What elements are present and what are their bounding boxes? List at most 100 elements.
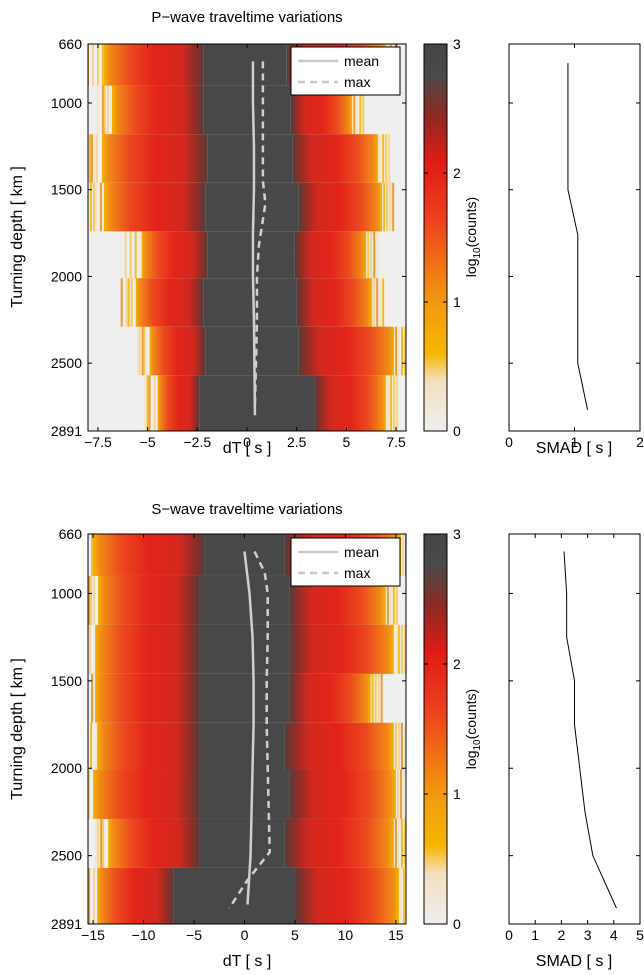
s-wave-bin-color-right [289, 769, 396, 819]
s-wave-depth-bin [83, 867, 406, 924]
p-wave-bin-fringe [382, 278, 385, 327]
s-wave-bin-fringe [90, 575, 93, 625]
p-wave-bin-color-left [103, 182, 206, 232]
p-wave-bin-fringe [141, 326, 144, 376]
p-wave-bin-gray-core [205, 326, 299, 376]
s-wave-bin-fringe [386, 575, 389, 625]
s-wave-x-axis-label: dT [ s ] [223, 953, 272, 970]
p-wave-bin-fringe [95, 134, 98, 183]
p-wave-bin-fringe [101, 44, 104, 86]
p-wave-bin-fringe [124, 231, 127, 279]
p-wave-x-tick-label: 7.5 [386, 434, 406, 450]
p-wave-bin-fringe [379, 134, 382, 183]
p-wave-bin-color-right [292, 134, 379, 183]
s-wave-bin-fringe [411, 534, 413, 576]
s-wave-colorbar-tick-0: 0 [453, 916, 461, 932]
s-wave-x-tick-label: 15 [388, 927, 404, 943]
s-wave-bin-fringe [397, 624, 400, 674]
p-wave-smad-frame [508, 43, 641, 432]
s-wave-colorbar-tick-3: 3 [453, 526, 461, 542]
s-wave-legend: mean max [290, 537, 401, 587]
s-wave-bin-fringe [374, 673, 377, 723]
p-wave-bin-fringe [376, 231, 379, 279]
s-wave-bin-fringe [403, 624, 406, 674]
s-wave-bin-color-left [98, 575, 200, 625]
p-wave-bin-fringe [127, 278, 130, 327]
p-wave-bin-gray-core [207, 231, 295, 279]
s-wave-depth-bin [82, 624, 406, 674]
p-wave-depth-bin [124, 231, 379, 279]
s-wave-x-tick-label: −5 [186, 927, 202, 943]
p-wave-bin-fringe [370, 231, 373, 279]
p-wave-x-tick-label: 5 [342, 434, 350, 450]
s-wave-bin-fringe [93, 867, 96, 924]
p-wave-bin-fringe [379, 278, 382, 327]
s-wave-bin-fringe [400, 624, 403, 674]
p-wave-bin-fringe [153, 375, 156, 431]
s-wave-bin-fringe [83, 868, 85, 924]
p-wave-bin-fringe [91, 44, 94, 86]
p-wave-bin-fringe [90, 134, 93, 183]
s-wave-bin-fringe [404, 534, 406, 576]
p-wave-colorbar-tick-2: 2 [453, 165, 461, 181]
s-wave-bin-color-right [284, 722, 394, 770]
s-wave-bin-fringe [396, 769, 399, 819]
p-wave-bin-fringe [386, 182, 389, 232]
s-wave-bin-fringe [89, 624, 92, 674]
s-wave-lines [228, 550, 271, 909]
s-wave-smad-x-tick-label: 0 [505, 927, 513, 943]
s-wave-bin-fringe [403, 818, 406, 868]
p-wave-lines [251, 61, 267, 416]
p-wave-bin-color-right [298, 326, 395, 376]
p-wave-y-ticks: 660 1000 1500 2000 2500 2891 [51, 36, 406, 439]
s-wave-bin-fringe [100, 818, 103, 868]
p-wave-smad-x-tick-label: 2 [636, 434, 644, 450]
p-wave-bin-fringe [129, 231, 132, 279]
s-wave-bin-gray-core [173, 867, 295, 924]
p-wave-depth-bin [89, 182, 395, 232]
s-wave-y-axis-label: Turning depth [ km ] [9, 658, 26, 800]
s-wave-smad-x-tick-label: 2 [558, 927, 566, 943]
s-wave-bin-fringe [97, 818, 100, 868]
s-wave-colorbar: 0 1 2 3 log10(counts) [423, 526, 483, 932]
s-wave-bin-fringe [377, 673, 380, 723]
s-wave-smad-x-tick-label: 4 [610, 927, 618, 943]
p-wave-bin-fringe [359, 85, 362, 135]
p-wave-depth-bin [96, 85, 365, 135]
s-wave-y-tick-label: 1000 [51, 585, 82, 601]
s-wave-bin-fringe [83, 770, 85, 819]
s-wave-smad-x-tick-label: 3 [584, 927, 592, 943]
p-wave-bin-fringe [130, 278, 133, 327]
s-wave-x-tick-label: 10 [338, 927, 354, 943]
p-wave-bin-fringe [146, 375, 149, 431]
p-wave-legend-mean-label: mean [344, 53, 379, 69]
s-wave-bin-fringe [78, 770, 80, 819]
s-wave-bin-fringe [82, 625, 84, 674]
p-wave-depth-bin [136, 326, 406, 376]
p-wave-bin-color-left [111, 85, 204, 135]
p-wave-y-tick-label: 1500 [51, 182, 82, 198]
s-wave-bin-gray-core [199, 722, 285, 770]
p-wave-bin-fringe [96, 44, 99, 86]
s-wave-bin-fringe [397, 818, 400, 868]
p-wave-y-tick-label: 2000 [51, 268, 82, 284]
p-wave-depth-bin [120, 278, 385, 327]
s-wave-y-tick-label: 660 [59, 526, 83, 542]
p-wave-depth-bin [88, 134, 391, 183]
s-wave-bin-color-left [93, 769, 200, 819]
s-wave-bin-fringe [102, 818, 105, 868]
s-wave-bin-fringe [88, 624, 90, 674]
s-wave-bin-fringe [95, 722, 98, 770]
s-wave-depth-bins [78, 534, 413, 924]
s-wave-bin-fringe [399, 769, 402, 819]
p-wave-bin-color-right [294, 231, 367, 279]
p-wave-bin-fringe [401, 326, 404, 376]
p-wave-bin-color-right [298, 182, 383, 232]
p-wave-bin-fringe [139, 231, 142, 279]
s-wave-smad-x-tick-label: 5 [636, 927, 644, 943]
s-wave-bin-fringe [394, 624, 397, 674]
s-wave-bin-color-left [95, 624, 200, 674]
p-wave-bin-gray-core [203, 44, 287, 86]
s-wave-heatmap: S−wave traveltime variations −15 −10 −5 0 5 1… [9, 501, 413, 970]
